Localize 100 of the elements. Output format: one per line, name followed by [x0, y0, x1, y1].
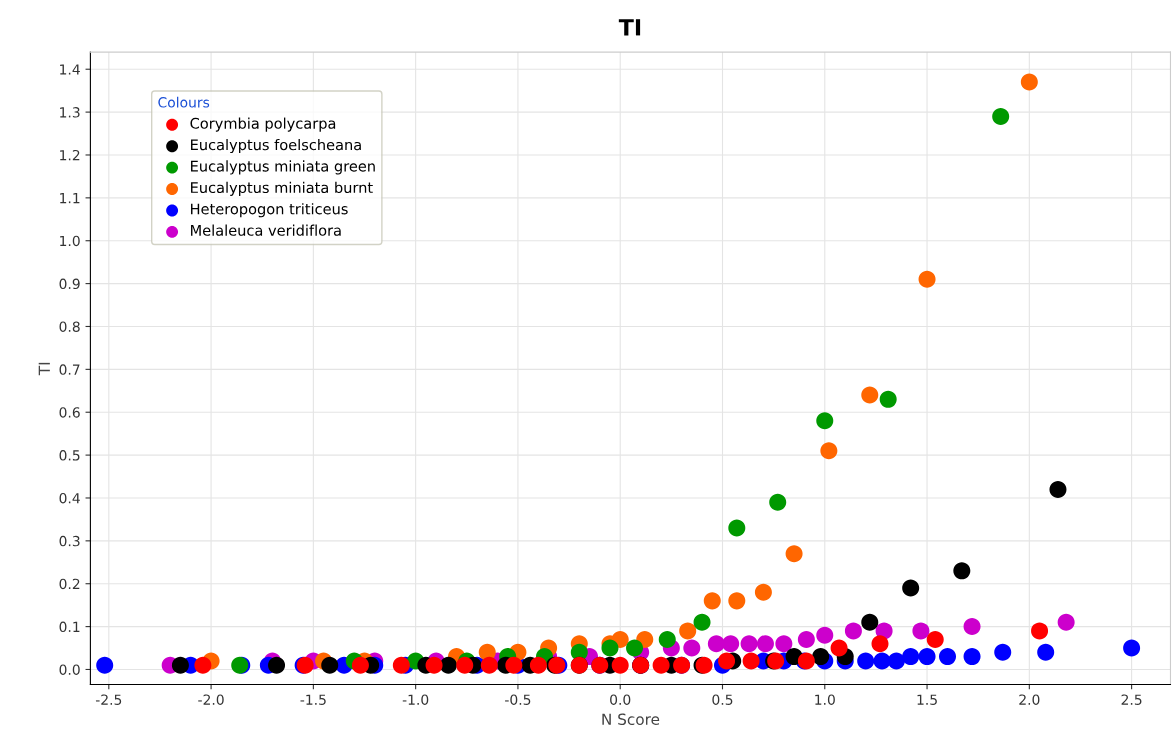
point	[707, 635, 725, 653]
y-tick-label: 1.0	[60, 235, 80, 247]
point	[902, 579, 920, 597]
legend-label: Eucalyptus miniata burnt	[191, 181, 373, 196]
x-tick-label: 0.5	[712, 694, 733, 705]
point	[926, 630, 944, 648]
point	[321, 656, 339, 674]
point	[912, 622, 930, 640]
point	[194, 656, 212, 674]
point	[392, 656, 410, 674]
point	[456, 656, 474, 674]
point	[816, 412, 834, 430]
point	[742, 652, 760, 670]
legend-label: Eucalyptus miniata green	[191, 160, 375, 175]
point	[830, 639, 848, 657]
point	[1057, 613, 1075, 631]
y-tick-label: 0.1	[59, 621, 80, 633]
x-tick-label: 1.5	[917, 694, 937, 705]
y-tick-label: 1.2	[60, 149, 80, 161]
x-tick-label: 1.0	[815, 694, 835, 705]
point	[963, 648, 981, 666]
point	[812, 648, 830, 666]
point	[480, 656, 498, 674]
point	[505, 656, 523, 674]
x-tick-label: 2.5	[1121, 694, 1142, 705]
point	[425, 656, 443, 674]
point	[439, 656, 457, 674]
point	[756, 635, 774, 653]
x-tick-label: 2.0	[1019, 694, 1040, 705]
point	[652, 656, 670, 674]
y-tick-label: 1.3	[60, 107, 80, 118]
point	[797, 630, 815, 648]
point	[953, 562, 971, 580]
point	[861, 613, 879, 631]
point	[844, 622, 862, 640]
x-tick-label: -0.5	[505, 694, 531, 705]
point	[918, 270, 936, 288]
y-tick-label: 0.3	[59, 535, 80, 547]
point	[769, 493, 787, 511]
point	[718, 652, 736, 670]
x-tick-label: -2.0	[198, 694, 224, 705]
point	[171, 656, 189, 674]
y-tick-label: 1.4	[60, 64, 80, 75]
y-tick-label: 0.9	[59, 278, 80, 290]
point	[820, 442, 838, 460]
point	[918, 648, 936, 666]
point	[1031, 622, 1049, 640]
point	[740, 635, 758, 653]
y-tick-label: 1.1	[60, 193, 80, 204]
point	[963, 618, 981, 636]
chart-title: TI	[618, 19, 641, 36]
legend-label: Corymbia polycarpa	[190, 117, 336, 132]
point	[871, 635, 889, 653]
point	[703, 592, 721, 610]
point	[626, 639, 644, 657]
legend-label: Melaleuca veridiflora	[191, 224, 341, 236]
x-tick-label: 0.0	[610, 694, 631, 705]
point	[902, 648, 920, 666]
point	[1049, 480, 1067, 498]
point	[1020, 73, 1038, 91]
point	[816, 626, 834, 644]
point	[268, 656, 286, 674]
y-tick-label: 0.0	[59, 664, 80, 675]
y-tick-label: 0.7	[59, 364, 80, 375]
point	[939, 648, 957, 666]
y-tick-label: 0.2	[59, 578, 80, 590]
point	[529, 656, 547, 674]
point	[887, 652, 905, 670]
y-tick-label: 0.8	[59, 321, 80, 332]
y-tick-label: 0.4	[59, 492, 80, 504]
point	[1123, 639, 1141, 657]
point	[861, 386, 879, 404]
y-tick-label: 0.5	[59, 450, 80, 461]
point	[611, 656, 629, 674]
point	[785, 545, 803, 563]
point	[351, 656, 369, 674]
point	[693, 613, 711, 631]
y-tick-label: 0.6	[59, 407, 80, 418]
point	[658, 630, 676, 648]
point	[873, 652, 891, 670]
legend-label: Heteropogon triticeus	[191, 203, 348, 218]
legend-title: Colours	[158, 96, 210, 108]
point	[775, 635, 793, 653]
x-tick-label: -1.0	[402, 694, 429, 705]
point	[994, 643, 1012, 661]
point	[683, 639, 701, 657]
point	[728, 519, 746, 537]
x-tick-label: -2.5	[95, 694, 122, 705]
point	[879, 390, 897, 408]
point	[992, 107, 1010, 125]
point	[679, 622, 697, 640]
legend-label: Eucalyptus foelscheana	[191, 138, 361, 154]
point	[728, 592, 746, 610]
point	[857, 652, 875, 670]
x-tick-label: -1.5	[300, 694, 326, 705]
point	[96, 656, 114, 674]
point	[601, 639, 619, 657]
point	[1037, 643, 1055, 661]
x-axis-title: N Score	[602, 713, 660, 726]
y-axis-title: TI	[38, 362, 50, 376]
